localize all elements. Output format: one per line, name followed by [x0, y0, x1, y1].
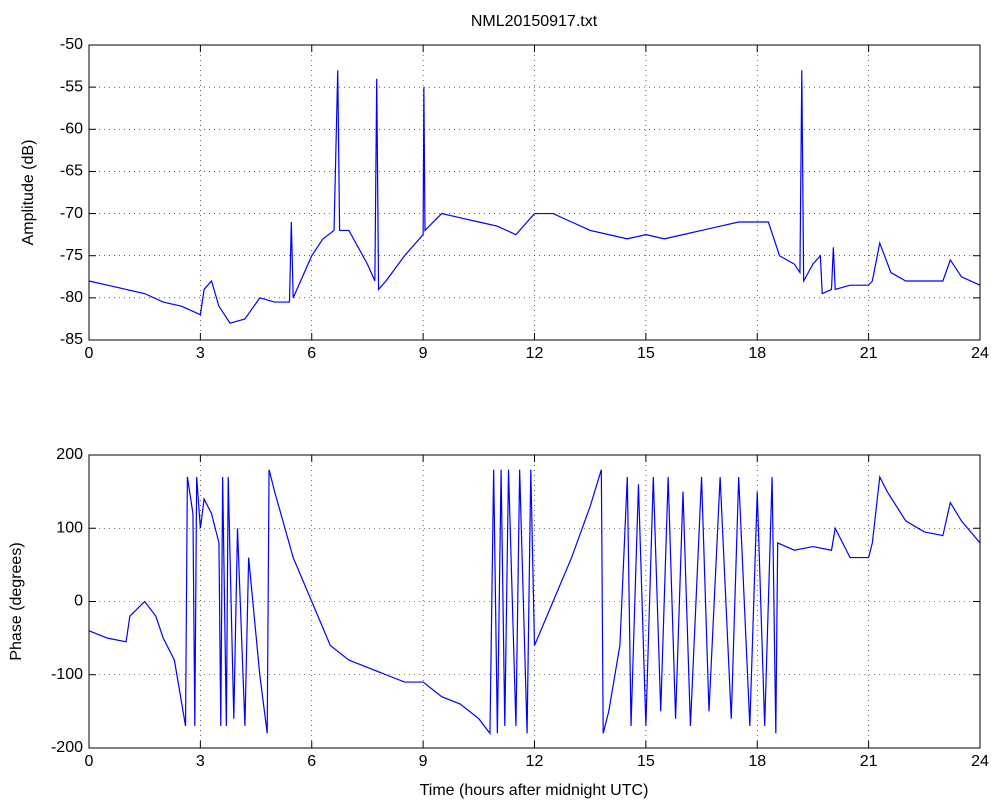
- x-tick-label: 15: [637, 753, 655, 770]
- y-tick-label: -75: [60, 247, 83, 264]
- y-tick-label: -70: [60, 205, 83, 222]
- y-tick-label: -60: [60, 121, 83, 138]
- y-tick-label: 200: [56, 446, 83, 463]
- x-tick-label: 12: [526, 345, 544, 362]
- x-tick-label: 6: [307, 753, 316, 770]
- y-tick-label: -200: [51, 739, 83, 756]
- x-axis-label: Time (hours after midnight UTC): [420, 782, 649, 799]
- axes-frame: [88, 454, 981, 749]
- x-tick-label: 3: [196, 753, 205, 770]
- axes-frame: [88, 44, 981, 341]
- y-tick-label: -55: [60, 78, 83, 95]
- x-tick-label: 0: [85, 753, 94, 770]
- y-axis-label: Amplitude (dB): [20, 140, 37, 246]
- x-tick-label: 9: [419, 753, 428, 770]
- y-tick-label: -80: [60, 289, 83, 306]
- data-line: [88, 469, 981, 736]
- y-tick-label: 0: [74, 593, 83, 610]
- x-tick-label: 6: [307, 345, 316, 362]
- x-tick-label: 15: [637, 345, 655, 362]
- x-tick-label: 0: [85, 345, 94, 362]
- x-tick-label: 18: [748, 753, 766, 770]
- data-line: [88, 70, 981, 324]
- x-tick-label: 24: [971, 345, 989, 362]
- y-tick-label: -50: [60, 36, 83, 53]
- x-tick-label: 24: [971, 753, 989, 770]
- x-tick-label: 9: [419, 345, 428, 362]
- y-tick-label: -100: [51, 666, 83, 683]
- y-tick-label: 100: [56, 519, 83, 536]
- x-tick-label: 12: [526, 753, 544, 770]
- x-tick-label: 3: [196, 345, 205, 362]
- x-tick-label: 21: [860, 345, 878, 362]
- x-tick-label: 21: [860, 753, 878, 770]
- x-tick-label: 18: [748, 345, 766, 362]
- y-tick-label: -85: [60, 331, 83, 348]
- y-axis-label: Phase (degrees): [8, 542, 25, 660]
- y-tick-label: -65: [60, 163, 83, 180]
- chart-title: NML20150917.txt: [471, 13, 598, 30]
